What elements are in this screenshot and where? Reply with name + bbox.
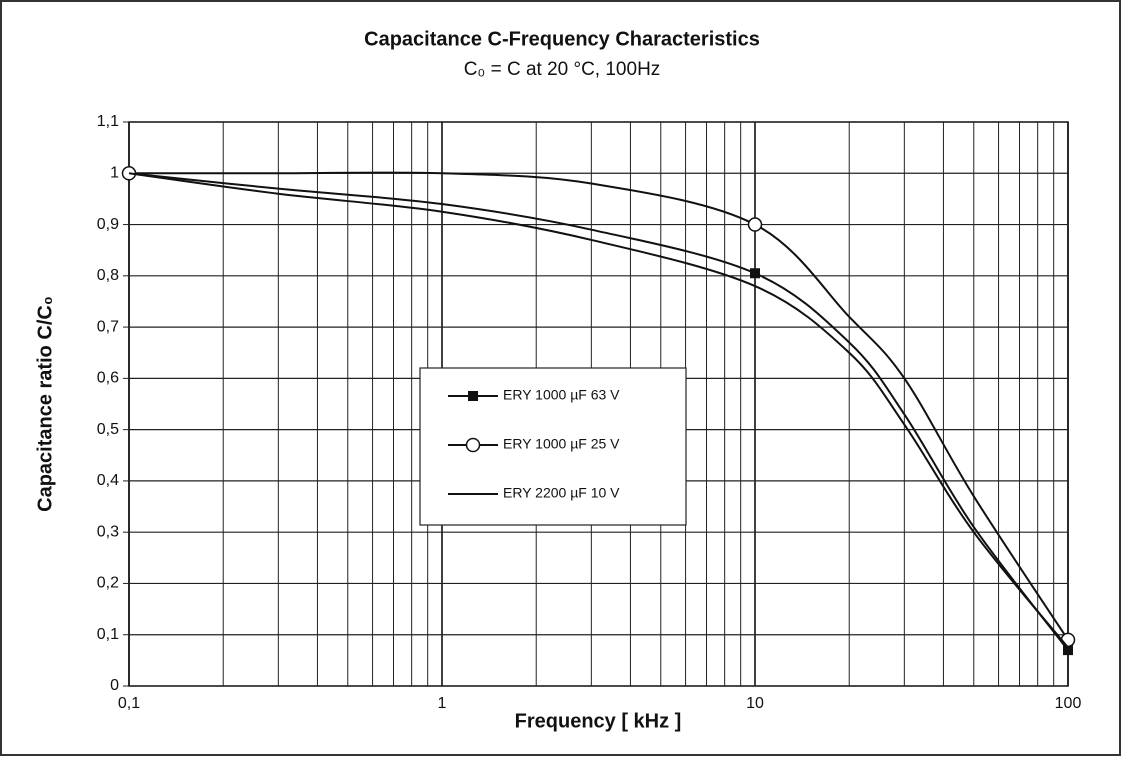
x-tick-label: 0,1 [118,695,140,712]
y-tick-label: 0,9 [97,216,119,233]
y-axis-label: Capacitance ratio C/C₀ [34,296,56,512]
series-line [128,172,1069,651]
y-tick-label: 0,3 [97,523,119,540]
marker [468,391,478,401]
marker [1063,645,1073,656]
marker [465,437,481,453]
y-tick-label: 0,1 [97,626,119,643]
x-tick-label: 10 [746,695,764,712]
x-axis-label: Frequency [ kHz ] [515,710,682,732]
marker [747,217,763,232]
chart-title: Capacitance C-Frequency Characteristics [364,28,760,50]
legend-box [419,367,687,526]
marker [1060,632,1076,648]
series-line [128,171,1069,641]
legend: ERY 1000 µF 63 V ERY 1000 µF 25 V ERY 2200… [419,367,687,526]
chart-subtitle: C₀ = C at 20 °C, 100Hz [464,59,661,80]
y-tick-label: 1 [110,164,119,181]
y-tick-label: 0,2 [97,575,119,592]
y-tick-label: 0 [110,677,119,694]
y-tick-label: 0,7 [97,318,119,335]
y-tick-label: 1,1 [97,113,119,130]
series-line [128,172,1069,649]
marker [750,268,760,279]
legend-label: ERY 2200 µF 10 V [503,485,620,501]
legend-label: ERY 1000 µF 25 V [503,436,620,452]
y-tick-label: 0,6 [97,370,119,387]
legend-label: ERY 1000 µF 63 V [503,387,620,403]
y-tick-label: 0,4 [97,472,119,489]
y-tick-label: 0,8 [97,267,119,284]
x-tick-label: 100 [1055,695,1082,712]
x-tick-label: 1 [438,695,447,712]
y-tick-label: 0,5 [97,421,119,438]
